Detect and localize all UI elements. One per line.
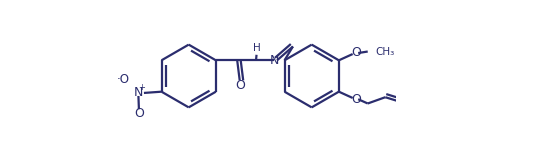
Text: ·O: ·O [117,73,130,86]
Text: N: N [269,54,279,67]
Text: CH₃: CH₃ [376,47,395,57]
Text: O: O [351,46,361,59]
Text: O: O [235,79,245,92]
Text: +: + [139,83,146,92]
Text: N: N [134,86,143,99]
Text: H: H [253,43,261,53]
Text: O: O [351,93,361,106]
Text: O: O [134,107,144,120]
